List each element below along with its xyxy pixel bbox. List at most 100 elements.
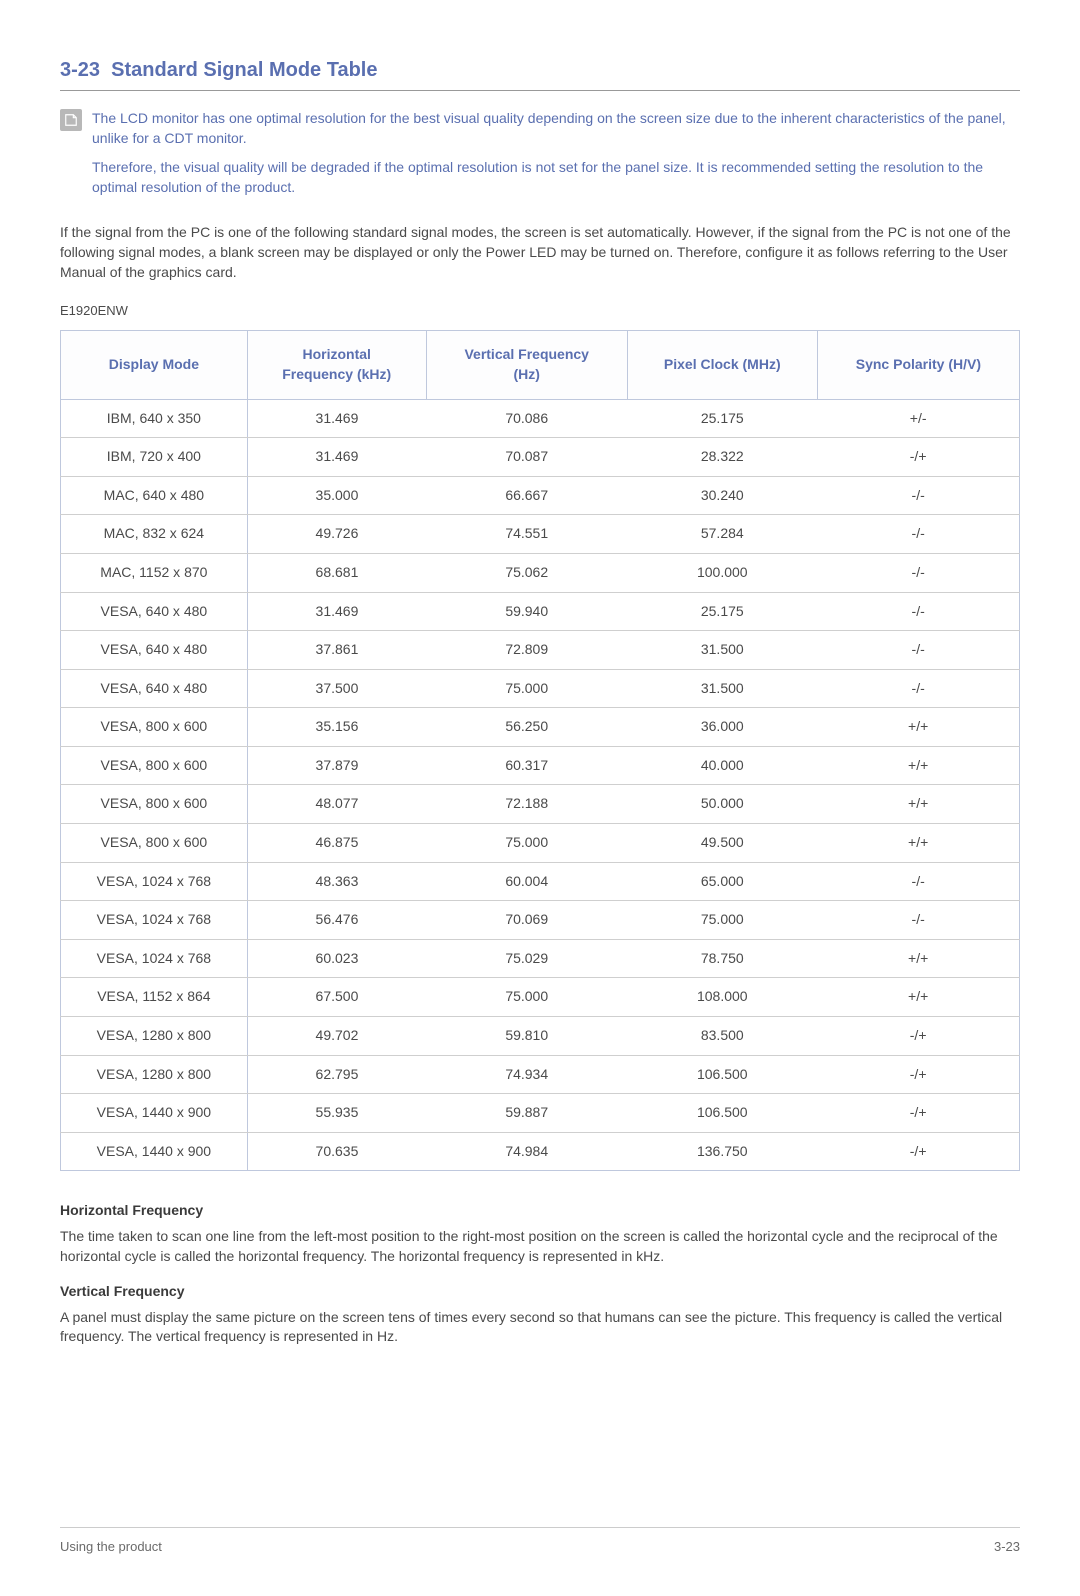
table-cell: -/- [817, 862, 1019, 901]
table-cell: VESA, 640 x 480 [61, 631, 248, 670]
model-label: E1920ENW [60, 302, 1020, 320]
table-row: MAC, 832 x 62449.72674.55157.284-/- [61, 515, 1020, 554]
table-cell: 70.069 [426, 901, 627, 940]
table-cell: 59.887 [426, 1094, 627, 1133]
horizontal-frequency-title: Horizontal Frequency [60, 1201, 1020, 1221]
table-cell: VESA, 1440 x 900 [61, 1094, 248, 1133]
table-cell: 50.000 [627, 785, 817, 824]
vertical-frequency-body: A panel must display the same picture on… [60, 1308, 1020, 1347]
table-cell: -/- [817, 553, 1019, 592]
table-cell: 72.809 [426, 631, 627, 670]
table-cell: 37.500 [247, 669, 426, 708]
table-row: VESA, 1440 x 90070.63574.984136.750-/+ [61, 1132, 1020, 1171]
table-cell: MAC, 640 x 480 [61, 476, 248, 515]
table-cell: -/- [817, 669, 1019, 708]
table-cell: 57.284 [627, 515, 817, 554]
table-cell: 65.000 [627, 862, 817, 901]
table-cell: -/- [817, 901, 1019, 940]
table-cell: 49.702 [247, 1017, 426, 1056]
table-cell: 36.000 [627, 708, 817, 747]
table-cell: 40.000 [627, 746, 817, 785]
table-cell: 136.750 [627, 1132, 817, 1171]
table-cell: 83.500 [627, 1017, 817, 1056]
table-cell: 68.681 [247, 553, 426, 592]
table-cell: 78.750 [627, 939, 817, 978]
table-cell: 59.810 [426, 1017, 627, 1056]
section-number: 3-23 [60, 59, 100, 81]
table-cell: VESA, 1024 x 768 [61, 939, 248, 978]
table-cell: +/+ [817, 939, 1019, 978]
vertical-frequency-title: Vertical Frequency [60, 1282, 1020, 1302]
table-cell: VESA, 800 x 600 [61, 746, 248, 785]
table-cell: 62.795 [247, 1055, 426, 1094]
table-cell: -/+ [817, 1094, 1019, 1133]
table-cell: 75.000 [426, 669, 627, 708]
table-cell: 31.469 [247, 399, 426, 438]
table-cell: 60.023 [247, 939, 426, 978]
table-cell: 37.861 [247, 631, 426, 670]
table-row: IBM, 640 x 35031.46970.08625.175+/- [61, 399, 1020, 438]
table-cell: -/+ [817, 1132, 1019, 1171]
table-cell: 48.077 [247, 785, 426, 824]
table-cell: 48.363 [247, 862, 426, 901]
table-row: VESA, 1280 x 80049.70259.81083.500-/+ [61, 1017, 1020, 1056]
table-header-cell: Sync Polarity (H/V) [817, 331, 1019, 399]
table-row: VESA, 640 x 48037.86172.80931.500-/- [61, 631, 1020, 670]
table-cell: +/+ [817, 708, 1019, 747]
table-cell: 56.250 [426, 708, 627, 747]
table-cell: 70.086 [426, 399, 627, 438]
table-cell: 56.476 [247, 901, 426, 940]
table-cell: 25.175 [627, 592, 817, 631]
table-cell: +/+ [817, 824, 1019, 863]
table-cell: IBM, 720 x 400 [61, 438, 248, 477]
table-row: VESA, 640 x 48031.46959.94025.175-/- [61, 592, 1020, 631]
table-header-cell: Display Mode [61, 331, 248, 399]
table-row: VESA, 1280 x 80062.79574.934106.500-/+ [61, 1055, 1020, 1094]
table-header-cell: HorizontalFrequency (kHz) [247, 331, 426, 399]
table-cell: VESA, 1280 x 800 [61, 1017, 248, 1056]
table-cell: VESA, 800 x 600 [61, 708, 248, 747]
table-cell: 46.875 [247, 824, 426, 863]
table-cell: 66.667 [426, 476, 627, 515]
table-cell: MAC, 832 x 624 [61, 515, 248, 554]
table-cell: +/+ [817, 746, 1019, 785]
section-heading: Standard Signal Mode Table [111, 59, 377, 81]
note-text: The LCD monitor has one optimal resoluti… [92, 109, 1020, 207]
table-cell: 106.500 [627, 1055, 817, 1094]
page-footer: Using the product 3-23 [60, 1527, 1020, 1556]
table-cell: -/+ [817, 1017, 1019, 1056]
note-paragraph-2: Therefore, the visual quality will be de… [92, 158, 1020, 197]
table-cell: VESA, 640 x 480 [61, 592, 248, 631]
table-cell: -/- [817, 631, 1019, 670]
table-cell: -/- [817, 515, 1019, 554]
table-cell: VESA, 1280 x 800 [61, 1055, 248, 1094]
table-cell: -/+ [817, 438, 1019, 477]
table-row: IBM, 720 x 40031.46970.08728.322-/+ [61, 438, 1020, 477]
table-cell: MAC, 1152 x 870 [61, 553, 248, 592]
table-cell: 31.500 [627, 669, 817, 708]
note-icon [60, 109, 82, 131]
table-row: VESA, 1440 x 90055.93559.887106.500-/+ [61, 1094, 1020, 1133]
table-cell: 70.087 [426, 438, 627, 477]
table-cell: +/+ [817, 785, 1019, 824]
table-cell: 72.188 [426, 785, 627, 824]
table-cell: 74.551 [426, 515, 627, 554]
table-cell: 35.156 [247, 708, 426, 747]
table-cell: VESA, 1024 x 768 [61, 901, 248, 940]
table-cell: IBM, 640 x 350 [61, 399, 248, 438]
table-cell: +/+ [817, 978, 1019, 1017]
horizontal-frequency-body: The time taken to scan one line from the… [60, 1227, 1020, 1266]
table-header-cell: Pixel Clock (MHz) [627, 331, 817, 399]
table-cell: VESA, 800 x 600 [61, 824, 248, 863]
table-cell: VESA, 640 x 480 [61, 669, 248, 708]
table-header-cell: Vertical Frequency(Hz) [426, 331, 627, 399]
table-row: VESA, 1024 x 76856.47670.06975.000-/- [61, 901, 1020, 940]
footer-left: Using the product [60, 1538, 162, 1556]
table-cell: 75.062 [426, 553, 627, 592]
table-cell: 49.500 [627, 824, 817, 863]
table-row: VESA, 800 x 60046.87575.00049.500+/+ [61, 824, 1020, 863]
table-row: VESA, 800 x 60035.15656.25036.000+/+ [61, 708, 1020, 747]
table-cell: 70.635 [247, 1132, 426, 1171]
note-paragraph-1: The LCD monitor has one optimal resoluti… [92, 109, 1020, 148]
table-cell: 59.940 [426, 592, 627, 631]
